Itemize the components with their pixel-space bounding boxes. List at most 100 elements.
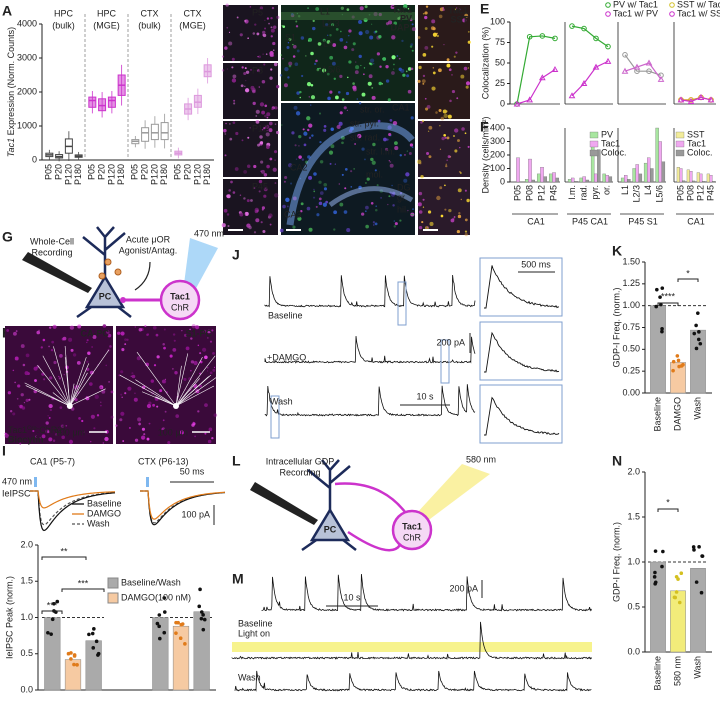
label: 10 s xyxy=(416,391,434,401)
cell xyxy=(368,62,372,65)
cell xyxy=(120,393,123,396)
dot xyxy=(180,622,185,626)
label: *** xyxy=(47,600,58,610)
light-pulse xyxy=(146,477,149,487)
cell xyxy=(460,74,465,79)
cell xyxy=(46,430,50,434)
cell xyxy=(421,221,424,224)
cell xyxy=(355,61,357,63)
dg-band xyxy=(328,186,414,208)
cell xyxy=(171,367,174,370)
cell xyxy=(172,347,177,352)
neurite xyxy=(136,351,177,407)
cell xyxy=(412,214,415,216)
series-line xyxy=(624,54,662,76)
biocytin-cell xyxy=(173,403,179,409)
cell xyxy=(213,366,216,369)
dot xyxy=(691,545,696,549)
cell xyxy=(326,40,331,44)
dot xyxy=(696,337,701,342)
cell xyxy=(270,68,273,71)
dot xyxy=(699,590,704,595)
label: GDP-I Freq. (norm.) xyxy=(611,522,621,602)
cell xyxy=(259,135,263,139)
x-tick-label: P08 xyxy=(524,185,534,201)
cell xyxy=(458,170,461,173)
micrograph xyxy=(281,5,415,101)
dot xyxy=(178,636,183,641)
cell xyxy=(86,341,88,344)
cell xyxy=(252,89,256,94)
biocytin-cell xyxy=(66,403,73,409)
label-sup: Cre xyxy=(27,426,37,432)
cell xyxy=(22,363,26,367)
cell xyxy=(264,104,268,108)
legend-marker xyxy=(605,11,611,17)
cell xyxy=(446,63,451,68)
x-tick-label: P180 xyxy=(116,164,126,185)
cell xyxy=(50,348,54,352)
neurite xyxy=(175,356,203,407)
cell xyxy=(334,163,336,165)
cell xyxy=(382,57,387,61)
cell xyxy=(233,102,236,105)
x-tick-label: P180 xyxy=(202,164,212,185)
cell xyxy=(249,6,252,8)
cell xyxy=(138,422,141,426)
cell xyxy=(444,136,447,139)
cell xyxy=(405,70,408,73)
cell xyxy=(339,202,344,207)
bar xyxy=(627,179,631,183)
cell xyxy=(209,371,213,375)
cell xyxy=(89,382,93,386)
cell xyxy=(226,68,229,70)
x-tick-label: P120 xyxy=(192,164,202,185)
y-tick-label: 0 xyxy=(500,98,505,108)
bar xyxy=(686,169,690,183)
dot xyxy=(697,330,701,334)
neurite xyxy=(69,372,88,407)
dot xyxy=(94,639,99,644)
cell xyxy=(261,80,266,84)
cell xyxy=(105,364,107,367)
inset-box xyxy=(479,384,563,444)
cell xyxy=(467,30,470,33)
label: PV xyxy=(400,13,412,23)
cell xyxy=(270,26,273,29)
cell xyxy=(357,133,362,139)
label: CTX xyxy=(184,8,202,18)
dot xyxy=(72,662,76,667)
dot xyxy=(655,287,659,292)
x-tick-label: P180 xyxy=(73,164,83,185)
cell xyxy=(335,27,339,31)
cell xyxy=(313,196,316,199)
label: str. pyr. xyxy=(350,118,379,128)
label: (bulk) xyxy=(138,20,161,30)
cell xyxy=(263,63,266,66)
neurite xyxy=(69,388,106,407)
x-tick-label: or. xyxy=(602,185,612,195)
cell xyxy=(236,16,239,19)
cell xyxy=(152,325,157,330)
cell xyxy=(306,116,311,121)
cell xyxy=(389,118,393,122)
cell xyxy=(319,160,324,164)
light-band xyxy=(232,642,592,652)
cell xyxy=(264,19,266,22)
cell xyxy=(323,187,328,191)
dot xyxy=(671,368,675,373)
cell xyxy=(387,203,389,206)
cell xyxy=(48,417,51,419)
label: 10 s xyxy=(343,592,361,602)
cell xyxy=(225,122,227,125)
dot xyxy=(157,613,162,617)
cell xyxy=(336,124,341,130)
label: S1-PC xyxy=(185,328,212,338)
cell xyxy=(422,82,425,85)
cell xyxy=(266,164,270,169)
genotype: Tac1Cre:ChR2fl xyxy=(8,425,65,435)
inset-trace xyxy=(484,331,560,373)
cell xyxy=(422,74,426,78)
cell xyxy=(313,190,316,193)
legend-label: SST w/ Tac1 xyxy=(677,0,720,9)
